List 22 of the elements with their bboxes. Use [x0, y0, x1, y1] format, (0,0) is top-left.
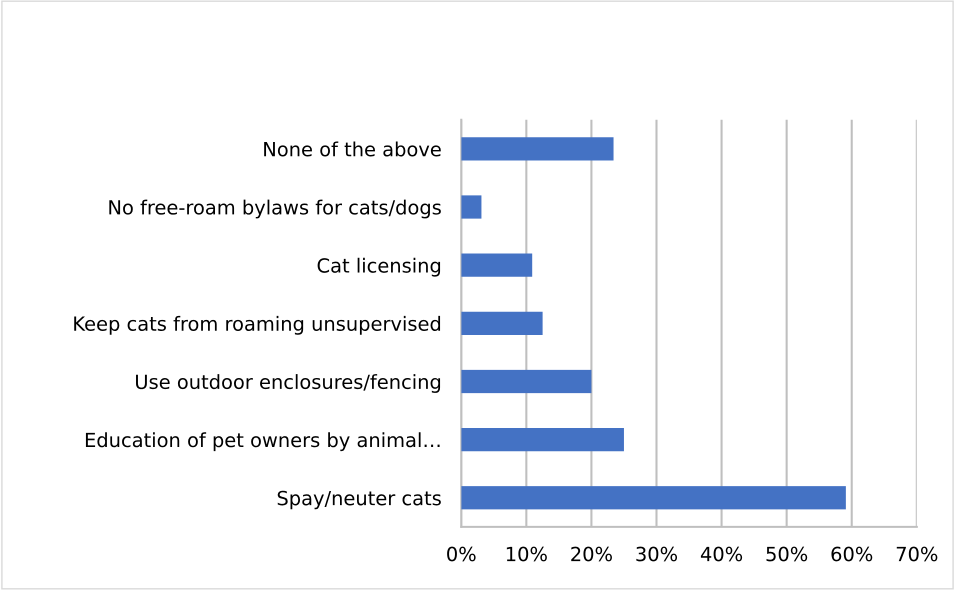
x-tick-label: 60% — [831, 546, 872, 562]
y-tick-label: Keep cats from roaming unsupervised — [74, 316, 440, 335]
y-tick-label: Cat licensing — [318, 258, 440, 277]
x-tick-label: 20% — [571, 546, 612, 562]
x-tick-label: 0% — [447, 546, 476, 562]
x-tick-label: 30% — [636, 546, 678, 562]
bar — [461, 137, 614, 160]
x-tick-label: 50% — [766, 546, 808, 562]
bar — [461, 254, 532, 277]
bar — [461, 486, 846, 510]
x-tick-label: 70% — [896, 546, 938, 562]
y-tick-label: Education of pet owners by animal… — [86, 432, 440, 452]
bar — [461, 195, 482, 219]
y-tick-label: Spay/neuter cats — [278, 490, 441, 510]
y-tick-label: No free-roam bylaws for cats/dogs — [109, 200, 441, 218]
x-tick-label: 40% — [700, 546, 742, 562]
bar — [461, 370, 592, 394]
bar — [461, 312, 543, 335]
y-tick-label: Use outdoor enclosures/fencing — [136, 374, 440, 393]
x-tick-label: 10% — [506, 546, 547, 562]
y-tick-label: None of the above — [264, 141, 441, 157]
bar — [461, 428, 624, 452]
